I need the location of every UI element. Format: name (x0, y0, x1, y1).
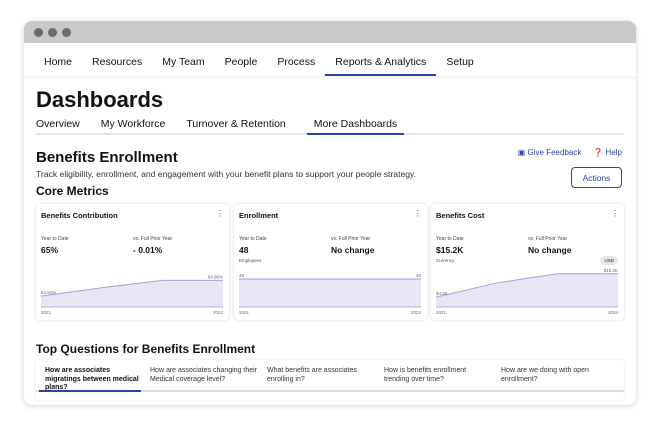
area-fill (239, 279, 421, 307)
window-dot-icon[interactable] (62, 27, 71, 37)
tab-more-dashboards[interactable]: More Dashboards (306, 118, 405, 135)
value-label: $4.5K (436, 291, 448, 296)
x-start-label: 2021 (239, 310, 250, 315)
question-tab[interactable]: How are associates migratings between me… (39, 360, 141, 392)
nav-item-reports-analytics[interactable]: Reports & Analytics (325, 56, 437, 76)
help-icon: ❓ (593, 148, 606, 157)
more-options-icon[interactable]: ⋮ (216, 209, 224, 218)
nav-item-resources[interactable]: Resources (92, 56, 143, 68)
area-fill (436, 273, 618, 307)
unit-label: Currency (436, 258, 455, 263)
nav-item-setup[interactable]: Setup (446, 56, 474, 68)
top-nav: Home Resources My Team People Process Reports… (24, 43, 636, 76)
ytd-label: Year to Date (239, 236, 267, 242)
prior-label: vs. Full Prior Year (133, 236, 173, 242)
help-label: Help (605, 148, 622, 157)
actions-button[interactable]: Actions (571, 167, 622, 188)
dashboard-tabs: Overview My Workforce Turnover & Retention… (36, 118, 624, 135)
questions-panel: How are associates migratings between me… (36, 360, 624, 400)
ytd-label: Year to Date (436, 236, 464, 242)
area-chart: $4.5K $15.2K (436, 268, 618, 308)
more-options-icon[interactable]: ⋮ (611, 209, 619, 218)
metric-card: Benefits Contribution ⋮ Year to Date vs.… (36, 204, 229, 320)
section-title: Benefits Enrollment (36, 149, 178, 166)
area-chart: 46 48 (239, 273, 421, 308)
value-label: $15.2K (604, 268, 618, 273)
ytd-value: 48 (239, 245, 249, 255)
window-dot-icon[interactable] (34, 27, 43, 37)
value-label: 48 (416, 273, 421, 278)
ytd-value: $15.2K (436, 245, 464, 255)
prior-label: vs. Full Prior Year (331, 236, 371, 242)
x-end-label: 2024 (410, 310, 421, 315)
currency-chip[interactable]: USD (600, 256, 618, 265)
more-options-icon[interactable]: ⋮ (414, 209, 422, 218)
browser-window: Home Resources My Team People Process Reports… (24, 21, 636, 405)
prior-value: - 0.01% (133, 245, 163, 255)
nav-item-home[interactable]: Home (44, 56, 73, 68)
area-fill (41, 280, 223, 307)
tab-overview[interactable]: Overview (36, 118, 80, 130)
prior-value: No change (528, 245, 572, 255)
metric-card: Benefits Cost ⋮ Year to Date vs. Full Pr… (431, 204, 624, 320)
x-start-label: 2021 (436, 310, 447, 315)
title-bar (24, 21, 636, 43)
give-feedback-label: Give Feedback (527, 148, 582, 157)
area-line (436, 273, 618, 298)
page-title: Dashboards (36, 87, 164, 112)
question-tab[interactable]: How are associates changing their Medica… (150, 367, 258, 383)
card-title: Benefits Cost (436, 211, 485, 220)
ytd-value: 65% (41, 245, 59, 255)
value-label: 64.51% (41, 290, 56, 295)
value-label: 46 (239, 273, 245, 278)
x-end-label: 2024 (607, 310, 618, 315)
nav-item-process[interactable]: Process (277, 56, 316, 68)
tab-turnover-retention[interactable]: Turnover & Retention (186, 118, 286, 130)
metric-card: Enrollment ⋮ Year to Date vs. Full Prior… (234, 204, 427, 320)
nav-item-my-team[interactable]: My Team (162, 56, 205, 68)
x-start-label: 2021 (41, 310, 52, 315)
core-metrics-title: Core Metrics (36, 184, 109, 198)
card-title: Enrollment (239, 211, 279, 220)
nav-item-people[interactable]: People (224, 56, 258, 68)
ytd-label: Year to Date (41, 236, 69, 242)
question-tab[interactable]: How are we doing with open enrollment? (501, 367, 589, 383)
tab-my-workforce[interactable]: My Workforce (100, 118, 166, 130)
card-title: Benefits Contribution (41, 211, 118, 220)
area-chart: 64.51% 64.96% (41, 274, 223, 308)
give-feedback-link[interactable]: ▣ Give Feedback (518, 148, 582, 157)
x-end-label: 2024 (212, 310, 223, 315)
prior-label: vs. Full Prior Year (528, 236, 568, 242)
question-tab[interactable]: How is benefits enrollment trending over… (384, 367, 467, 383)
window-dot-icon[interactable] (48, 27, 57, 37)
help-link[interactable]: ❓ Help (593, 148, 622, 157)
unit-label: Employees (239, 258, 262, 263)
prior-value: No change (331, 245, 375, 255)
question-tab[interactable]: What benefits are associates enrolling i… (267, 367, 357, 383)
value-label: 64.96% (208, 274, 223, 279)
feedback-icon: ▣ (517, 148, 528, 157)
section-description: Track eligibility, enrollment, and engag… (36, 169, 417, 179)
top-questions-title: Top Questions for Benefits Enrollment (36, 342, 256, 356)
area-line (41, 279, 223, 297)
